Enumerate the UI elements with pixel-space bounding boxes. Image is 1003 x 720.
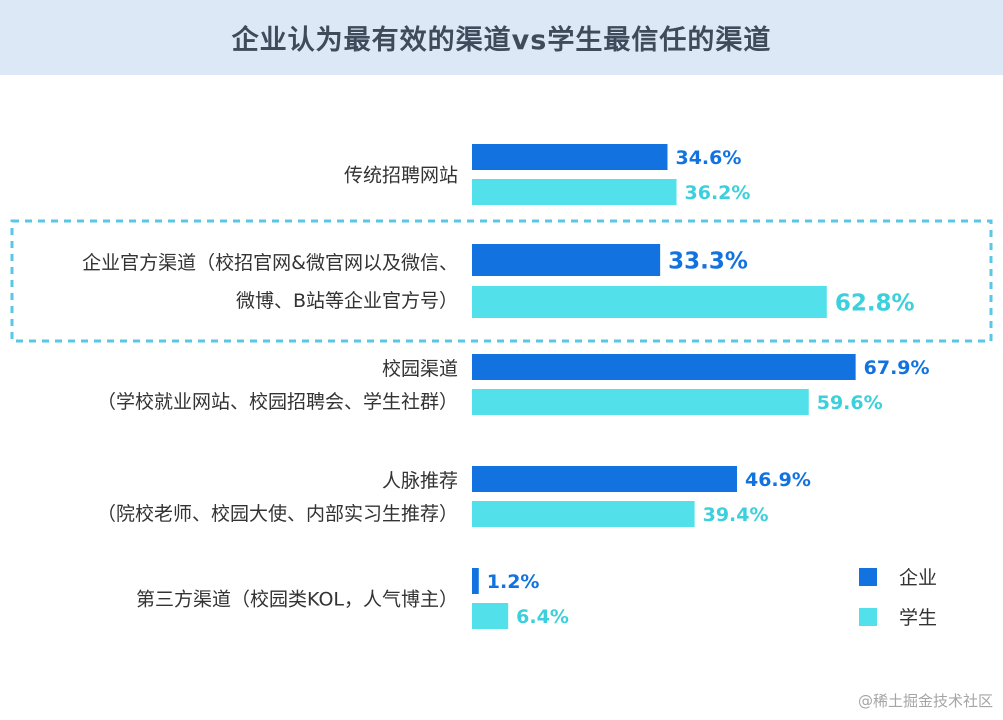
title-banner: 企业认为最有效的渠道vs学生最信任的渠道	[0, 0, 1003, 75]
legend-swatch-student	[859, 608, 877, 626]
data-label-student-0: 36.2%	[685, 182, 751, 204]
category-label-2-line0: 校园渠道	[382, 358, 458, 380]
legend-label-enterprise: 企业	[899, 567, 937, 589]
bar-enterprise-2	[472, 354, 856, 380]
category-label-1-line0: 企业官方渠道（校招官网&微官网以及微信、	[82, 252, 458, 274]
watermark: @稀土掘金技术社区	[857, 692, 993, 710]
legend-swatch-enterprise	[859, 568, 877, 586]
data-label-enterprise-2: 67.9%	[864, 357, 930, 379]
bar-student-2	[472, 389, 809, 415]
data-label-student-3: 39.4%	[703, 504, 769, 526]
category-label-3-line0: 人脉推荐	[382, 470, 458, 492]
category-label-4: 第三方渠道（校园类KOL，人气博主）	[136, 589, 458, 611]
bar-student-3	[472, 501, 695, 527]
category-label-1-line1: 微博、B站等企业官方号）	[236, 290, 458, 312]
bar-enterprise-4	[472, 568, 479, 594]
data-label-enterprise-4: 1.2%	[487, 571, 540, 593]
bar-enterprise-1	[472, 244, 661, 276]
bar-student-0	[472, 179, 677, 205]
legend-label-student: 学生	[899, 607, 937, 629]
data-label-student-4: 6.4%	[516, 606, 569, 628]
data-label-student-1: 62.8%	[835, 290, 915, 316]
category-label-3-line1: （院校老师、校园大使、内部实习生推荐）	[97, 503, 458, 525]
highlight-box	[10, 219, 993, 343]
data-label-enterprise-1: 33.3%	[668, 248, 748, 274]
category-label-2-line1: （学校就业网站、校园招聘会、学生社群）	[97, 391, 458, 413]
bar-student-1	[472, 286, 827, 318]
data-label-student-2: 59.6%	[817, 392, 883, 414]
bar-enterprise-0	[472, 144, 668, 170]
bar-enterprise-3	[472, 466, 737, 492]
category-label-0: 传统招聘网站	[344, 165, 458, 187]
bar-student-4	[472, 603, 509, 629]
data-label-enterprise-0: 34.6%	[675, 147, 741, 169]
chart-title: 企业认为最有效的渠道vs学生最信任的渠道	[231, 25, 772, 56]
data-label-enterprise-3: 46.9%	[745, 469, 811, 491]
